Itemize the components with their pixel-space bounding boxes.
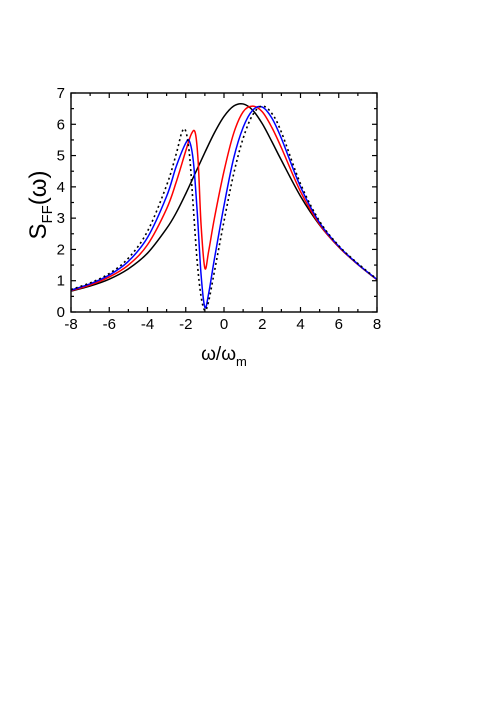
y-tick-label: 4	[57, 179, 65, 196]
y-axis-title-arg: (ω)	[25, 170, 52, 205]
x-tick-label: -4	[141, 316, 154, 333]
series-black-line	[70, 102, 378, 292]
x-axis-title-base: ω/ω	[201, 344, 236, 365]
x-tick-label: 8	[373, 316, 381, 333]
x-axis-title-sub: m	[236, 354, 247, 369]
x-axis-title: ω/ωm	[201, 344, 247, 369]
x-tick-label: 6	[335, 316, 343, 333]
series-dotted-line	[70, 105, 378, 312]
series-red-line	[70, 105, 378, 292]
y-axis-title-base: S	[25, 224, 52, 240]
x-tick-label: 2	[258, 316, 266, 333]
x-tick-label: 4	[296, 316, 304, 333]
y-tick-label: 2	[57, 241, 65, 258]
x-tick-label: -8	[64, 316, 77, 333]
y-axis-title-sub: FF	[39, 205, 56, 223]
series-blue-line	[70, 105, 378, 309]
x-tick-label: -2	[179, 316, 192, 333]
axis-ticks	[70, 92, 378, 313]
plot-curves	[70, 102, 378, 312]
y-tick-label: 6	[57, 116, 65, 133]
x-tick-label: 0	[220, 316, 228, 333]
y-tick-label: 0	[57, 304, 65, 321]
x-tick-label: -6	[103, 316, 116, 333]
y-tick-label: 1	[57, 273, 65, 290]
y-tick-label: 7	[57, 85, 65, 102]
y-tick-label: 3	[57, 210, 65, 227]
y-axis-title: SFF(ω)	[25, 170, 56, 239]
axis-tick-labels: -8 -6 -4 -2 0 2 4 6 8 0 1 2 3 4 5 6 7	[57, 85, 382, 333]
y-tick-label: 5	[57, 148, 65, 165]
